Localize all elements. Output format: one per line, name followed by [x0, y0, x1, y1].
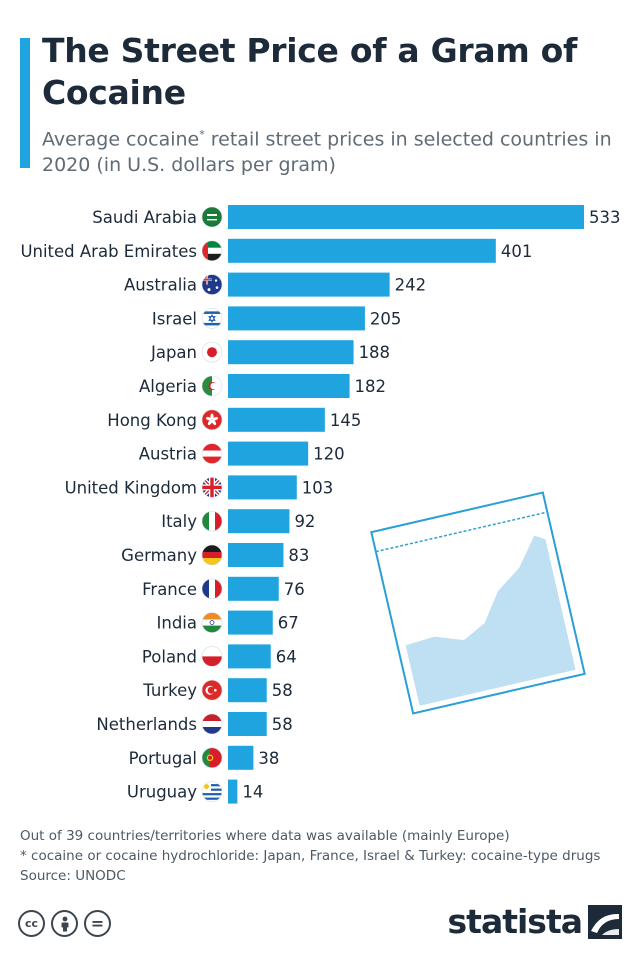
statista-mark-icon — [588, 904, 622, 939]
value-label: 401 — [501, 242, 533, 261]
title-accent-bar — [20, 38, 30, 168]
portugal-flag-icon — [201, 747, 223, 769]
note-source: Source: UNODC — [20, 868, 126, 884]
category-label: Netherlands — [96, 715, 197, 734]
brand-name: statista — [447, 902, 583, 941]
uruguay-flag-icon — [201, 781, 223, 802]
value-label: 14 — [242, 783, 263, 802]
israel-flag-icon — [201, 308, 223, 329]
value-label: 205 — [370, 309, 402, 328]
value-label: 120 — [313, 445, 345, 464]
chart-title: The Street Price of a Gram of Cocaine — [42, 31, 578, 112]
value-label: 58 — [272, 715, 293, 734]
value-label: 533 — [589, 208, 621, 227]
poland-flag-icon — [201, 646, 223, 667]
uae-flag-icon — [201, 240, 223, 262]
japan-flag-icon — [201, 341, 223, 363]
value-label: 67 — [278, 614, 299, 633]
subtitle-text-start: Average cocaine — [42, 128, 200, 151]
note-footnote: * cocaine or cocaine hydrochloride: Japa… — [20, 848, 601, 864]
person-glyph — [61, 916, 68, 931]
no-derivatives-icon[interactable]: = — [84, 910, 111, 937]
bar-chart: Saudi Arabia 533 United Arab Emirates 401 Au… — [20, 205, 621, 804]
uk-flag-icon — [201, 477, 223, 498]
value-label: 188 — [359, 343, 391, 362]
category-label: France — [142, 580, 197, 599]
category-label: Turkey — [142, 681, 197, 700]
value-label: 242 — [395, 276, 427, 295]
bar — [228, 712, 267, 736]
bar — [228, 340, 354, 365]
algeria-flag-icon — [201, 375, 223, 397]
bar — [228, 576, 279, 601]
value-label: 83 — [288, 546, 309, 565]
saudi-arabia-flag-icon — [201, 206, 223, 228]
category-label: Uruguay — [127, 783, 197, 802]
bar — [228, 407, 325, 432]
cc-icon[interactable]: cc — [18, 910, 45, 937]
austria-flag-icon — [201, 443, 223, 464]
value-label: 182 — [355, 377, 387, 396]
category-label: Algeria — [139, 377, 197, 396]
turkey-flag-icon — [201, 679, 223, 701]
value-label: 145 — [330, 411, 362, 430]
category-label: Italy — [161, 512, 197, 531]
category-label: Hong Kong — [107, 411, 197, 430]
category-label: Israel — [152, 309, 197, 328]
value-label: 92 — [294, 512, 315, 531]
category-label: Japan — [150, 343, 197, 362]
bar — [228, 475, 297, 500]
subtitle-text-end: retail street prices in selected countri… — [42, 128, 612, 177]
germany-flag-icon — [201, 544, 223, 566]
category-label: Portugal — [129, 749, 197, 768]
bar — [228, 678, 267, 703]
category-label: Austria — [139, 445, 197, 464]
category-label: United Kingdom — [65, 478, 197, 497]
chart-subtitle: Average cocaine* retail street prices in… — [42, 122, 622, 178]
bar — [228, 306, 365, 331]
bar — [228, 205, 584, 229]
bar — [228, 543, 284, 567]
subtitle-footnote-mark: * — [199, 128, 205, 141]
netherlands-flag-icon — [201, 713, 223, 735]
note-coverage: Out of 39 countries/territories where da… — [20, 828, 510, 844]
category-label: United Arab Emirates — [20, 242, 197, 261]
statista-logo[interactable]: statista — [448, 902, 622, 941]
value-label: 58 — [272, 681, 293, 700]
value-label: 103 — [302, 478, 334, 497]
india-flag-icon — [201, 612, 223, 633]
value-label: 64 — [276, 647, 297, 666]
australia-flag-icon — [201, 274, 223, 295]
bar — [228, 272, 390, 297]
bar — [228, 509, 290, 534]
france-flag-icon — [201, 578, 223, 600]
bar — [228, 610, 273, 635]
category-label: Saudi Arabia — [92, 208, 197, 227]
bar — [228, 745, 254, 770]
license-icons: cc = — [18, 910, 111, 937]
bar — [228, 238, 496, 263]
category-label: India — [157, 614, 198, 633]
value-label: 76 — [284, 580, 305, 599]
chart-notes: Out of 39 countries/territories where da… — [20, 826, 630, 886]
attribution-icon[interactable] — [51, 910, 78, 937]
category-label: Germany — [121, 546, 197, 565]
category-label: Poland — [142, 647, 197, 666]
bar — [228, 644, 271, 669]
category-label: Australia — [124, 276, 197, 295]
value-label: 38 — [258, 749, 279, 768]
bar — [228, 374, 350, 398]
bar — [228, 441, 309, 466]
cocaine-bag-illustration — [370, 491, 586, 715]
bar — [228, 779, 238, 804]
italy-flag-icon — [201, 510, 223, 532]
hong-kong-flag-icon — [201, 409, 223, 431]
